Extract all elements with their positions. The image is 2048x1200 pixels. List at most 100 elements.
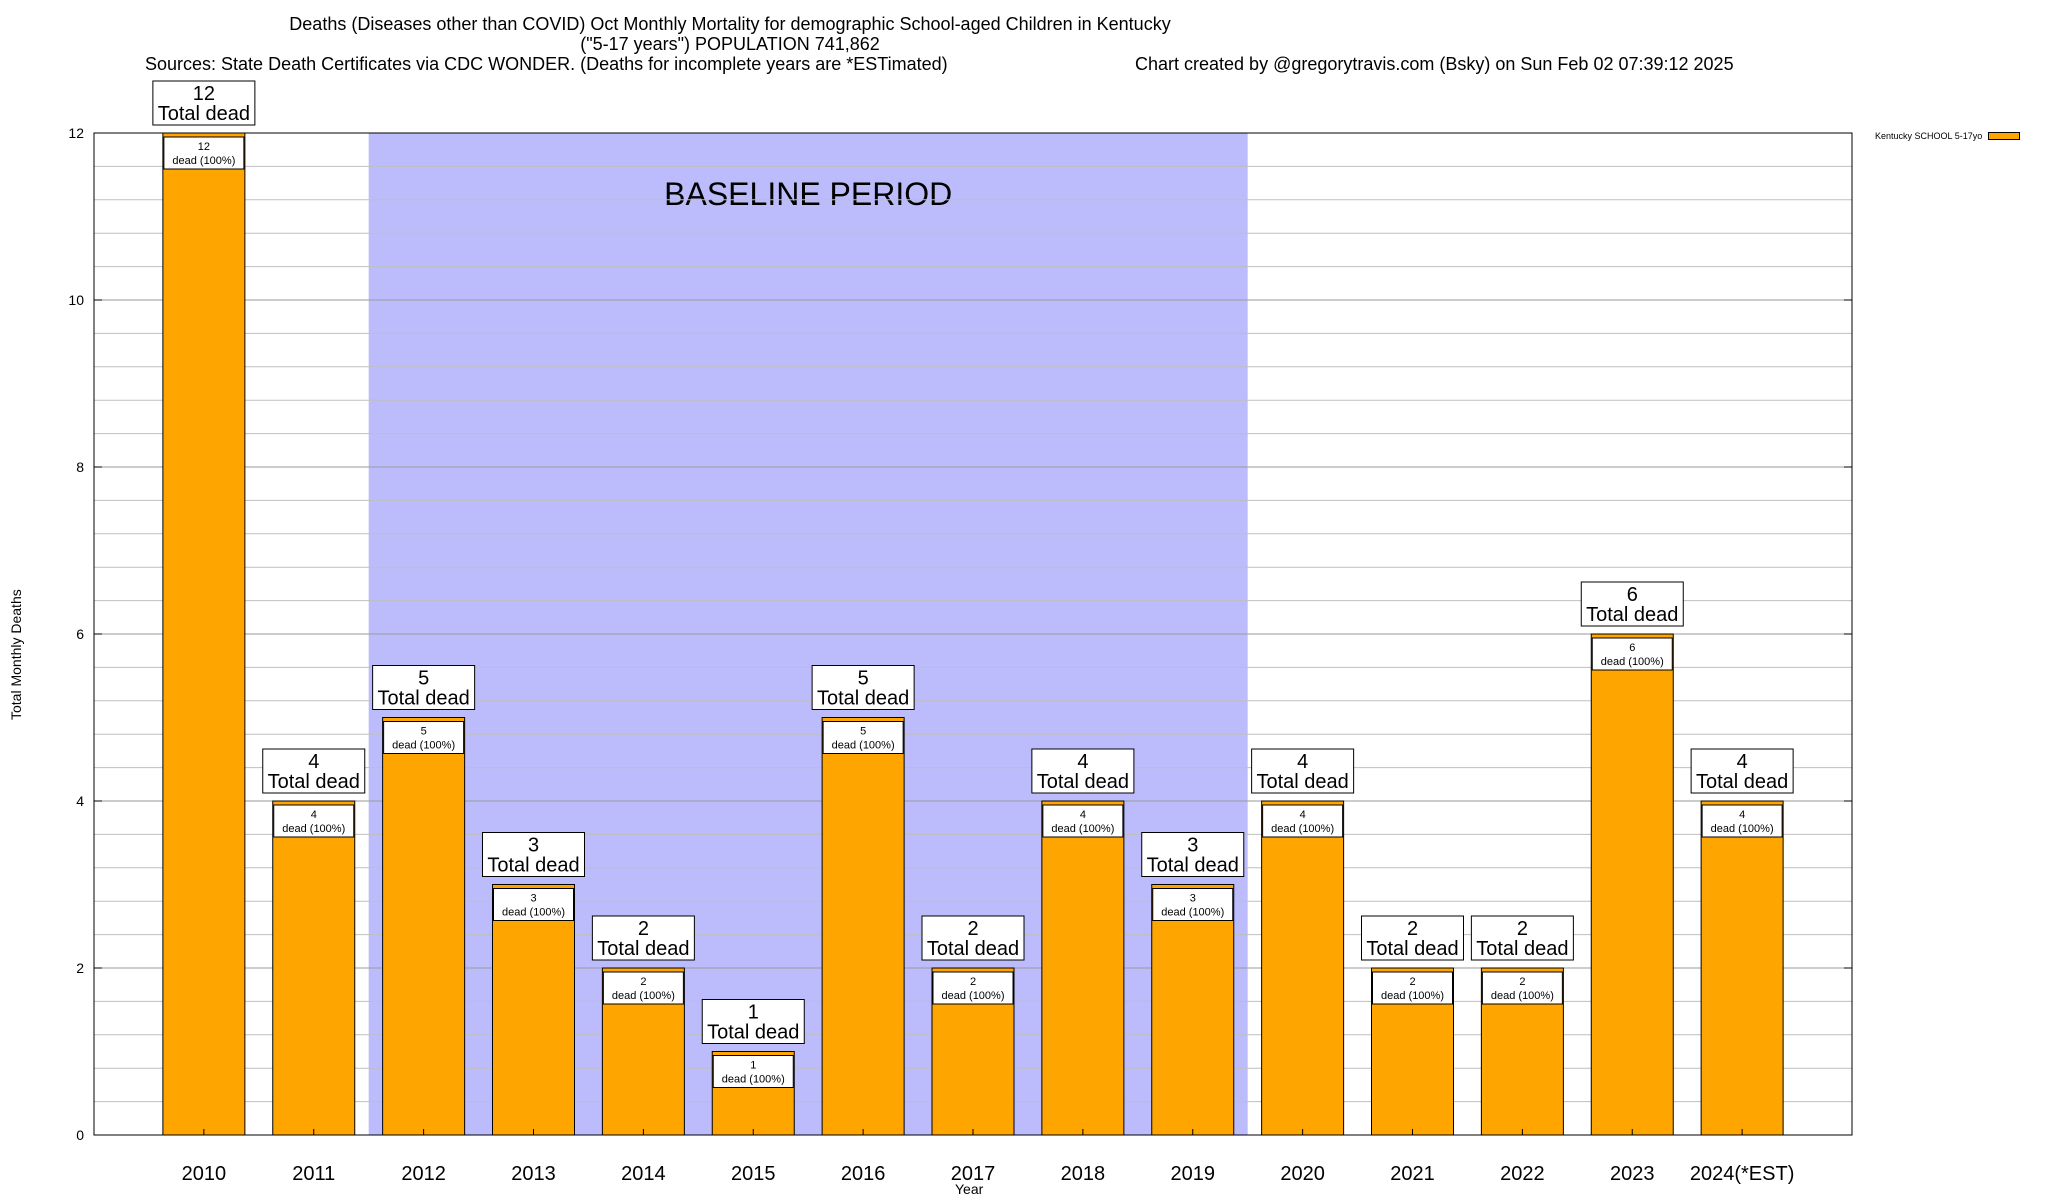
x-tick-label: 2023 [1610, 1163, 1655, 1185]
segment-label-count: 2 [1409, 976, 1415, 988]
total-label-box [1251, 748, 1355, 794]
total-label-value: 6 [1627, 584, 1638, 606]
legend: Kentucky SCHOOL 5-17yo [1875, 131, 2021, 141]
total-label-text: Total dead [707, 1022, 799, 1044]
segment-label-box [383, 721, 465, 754]
bar-2012 [382, 717, 466, 1136]
segment-label-text: dead (100%) [1601, 656, 1664, 668]
total-label-box [591, 915, 695, 961]
total-label-text: Total dead [158, 103, 250, 125]
segment-label-text: dead (100%) [392, 740, 455, 752]
y-tick-label: 2 [76, 960, 84, 976]
segment-label-count: 5 [860, 726, 866, 738]
segment-label-count: 4 [1080, 809, 1086, 821]
segment-label-count: 4 [1739, 809, 1745, 821]
total-label-text: Total dead [487, 855, 579, 877]
segment-label-box [1591, 637, 1673, 671]
x-tick-label: 2014 [621, 1163, 666, 1185]
total-label-box [262, 748, 366, 794]
bar-2024(*EST) [1700, 800, 1784, 1136]
x-tick-label: 2015 [731, 1163, 776, 1185]
total-label-box [1470, 915, 1574, 961]
x-tick-label: 2022 [1500, 1163, 1545, 1185]
chart-subtitle: ("5-17 years") POPULATION 741,862 [580, 34, 880, 54]
chart-credit: Chart created by @gregorytravis.com (Bsk… [1135, 54, 1734, 74]
total-label-box [1580, 581, 1684, 627]
bar-2023 [1590, 633, 1674, 1136]
x-tick-label: 2020 [1280, 1163, 1325, 1185]
segment-label-text: dead (100%) [1711, 823, 1774, 835]
bar-2011 [272, 800, 356, 1136]
segment-label-text: dead (100%) [832, 740, 895, 752]
x-tick-label: 2011 [292, 1163, 335, 1185]
total-label-text: Total dead [597, 938, 689, 960]
total-label-text: Total dead [1256, 771, 1348, 793]
total-label-box [811, 665, 915, 710]
segment-label-count: 1 [750, 1060, 756, 1072]
total-label-text: Total dead [1476, 938, 1568, 960]
segment-label-box [1152, 888, 1234, 921]
bar-2018 [1041, 800, 1125, 1136]
total-label-box [1141, 832, 1245, 877]
segment-label-text: dead (100%) [1271, 823, 1334, 835]
segment-label-count: 6 [1629, 642, 1635, 654]
bar-2020 [1261, 800, 1345, 1136]
bar-2016 [821, 717, 905, 1136]
total-label-text: Total dead [268, 771, 360, 793]
x-tick-label: 2021 [1390, 1163, 1435, 1185]
x-tick-label: 2012 [401, 1163, 446, 1185]
total-label-value: 2 [638, 918, 649, 940]
total-label-text: Total dead [377, 688, 469, 710]
x-tick-label: 2016 [841, 1163, 886, 1185]
segment-label-count: 2 [970, 976, 976, 988]
total-label-box [1031, 748, 1135, 794]
total-label-text: Total dead [1586, 604, 1678, 626]
segment-label-count: 3 [1190, 893, 1196, 905]
total-label-value: 5 [418, 668, 429, 690]
segment-label-text: dead (100%) [1161, 907, 1224, 919]
segment-label-box [932, 971, 1014, 1005]
y-axis-label: Total Monthly Deaths [8, 589, 24, 720]
segment-label-count: 4 [311, 809, 317, 821]
y-tick-label: 8 [76, 459, 84, 475]
segment-label-box [1372, 971, 1453, 1005]
total-label-value: 1 [748, 1002, 759, 1024]
segment-label-text: dead (100%) [282, 823, 345, 835]
total-label-text: Total dead [927, 938, 1019, 960]
total-label-value: 2 [967, 918, 978, 940]
segment-label-count: 4 [1300, 809, 1306, 821]
total-label-box [482, 832, 585, 877]
total-label-text: Total dead [1037, 771, 1129, 793]
chart-sources: Sources: State Death Certificates via CD… [145, 54, 948, 74]
total-label-box [1690, 748, 1794, 794]
segment-label-box [273, 804, 355, 838]
segment-label-text: dead (100%) [1491, 990, 1554, 1002]
total-label-text: Total dead [817, 688, 909, 710]
total-label-box [701, 999, 805, 1044]
x-tick-label: 2010 [182, 1163, 227, 1185]
x-tick-label: 2013 [511, 1163, 556, 1185]
segment-label-text: dead (100%) [1051, 823, 1114, 835]
y-tick-label: 4 [76, 793, 84, 809]
x-axis-label: Year [955, 1181, 984, 1197]
segment-label-text: dead (100%) [612, 990, 675, 1002]
x-tick-label: 2019 [1171, 1163, 1216, 1185]
total-label-box [152, 80, 256, 126]
segment-label-box [1701, 804, 1783, 838]
segment-label-count: 2 [1519, 976, 1525, 988]
total-label-text: Total dead [1696, 771, 1788, 793]
x-tick-label: 2018 [1061, 1163, 1106, 1185]
total-label-value: 2 [1407, 918, 1418, 940]
segment-label-box [1042, 804, 1124, 838]
total-label-value: 4 [308, 751, 319, 773]
total-label-value: 5 [858, 668, 869, 690]
segment-label-text: dead (100%) [722, 1074, 785, 1086]
total-label-value: 3 [1187, 835, 1198, 857]
segment-label-count: 12 [198, 141, 210, 153]
total-label-box [1361, 915, 1464, 961]
legend-swatch [1988, 132, 2021, 140]
legend-label: Kentucky SCHOOL 5-17yo [1875, 131, 1983, 141]
total-label-value: 12 [193, 83, 215, 105]
total-label-value: 4 [1737, 751, 1748, 773]
bar-2013 [492, 884, 575, 1136]
